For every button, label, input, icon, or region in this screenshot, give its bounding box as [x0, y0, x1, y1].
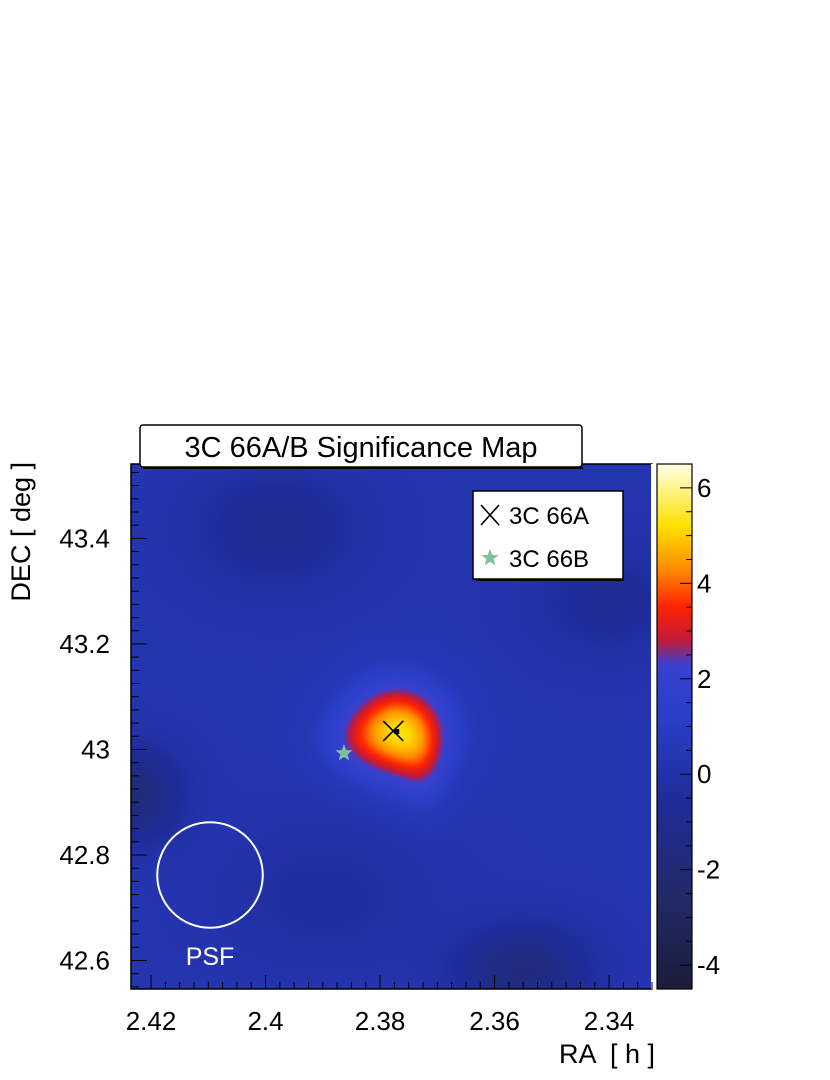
x-tick-label: 2.38 — [355, 1006, 406, 1036]
x-axis: 2.42 2.4 2.38 2.36 2.34 — [126, 975, 653, 1036]
legend: 3C 66A 3C 66B — [472, 490, 624, 581]
x-tick-label: 2.4 — [247, 1006, 283, 1036]
x-tick-label: 2.34 — [584, 1006, 635, 1036]
colorbar-tick-label: 0 — [697, 759, 711, 789]
title-box: 3C 66A/B Significance Map — [139, 424, 583, 469]
y-tick-label: 43.2 — [59, 629, 110, 659]
psf-indicator: PSF — [156, 821, 264, 971]
psf-circle — [156, 821, 264, 929]
colorbar-tick-label: 6 — [697, 473, 711, 503]
y-axis: 42.6 42.8 43 43.2 43.4 — [59, 471, 147, 988]
colorbar: -4 -2 0 2 4 6 — [656, 463, 720, 990]
legend-x-icon — [480, 504, 500, 526]
marker-3c66b — [335, 744, 353, 761]
y-tick-label: 43.4 — [59, 523, 110, 553]
colorbar-tick-label: 4 — [697, 568, 711, 598]
colorbar-ticks: -4 -2 0 2 4 6 — [680, 463, 720, 990]
y-axis-title: DEC [ deg ] — [6, 462, 36, 602]
legend-label-3c66b: 3C 66B — [509, 546, 589, 573]
y-tick-label: 42.8 — [59, 840, 110, 870]
plot-right-edge — [651, 464, 654, 989]
x-tick-label: 2.36 — [469, 1006, 520, 1036]
colorbar-tick-label: -4 — [697, 950, 720, 980]
marker-3c66a — [382, 720, 404, 742]
legend-label-3c66a: 3C 66A — [509, 503, 589, 530]
y-tick-label: 42.6 — [59, 946, 110, 976]
markers-layer — [335, 720, 404, 761]
psf-label: PSF — [186, 943, 235, 971]
colorbar-tick-label: 2 — [697, 664, 711, 694]
x-tick-label: 2.42 — [126, 1006, 177, 1036]
x-axis-title: RA [ h ] — [559, 1039, 655, 1069]
colorbar-tick-label: -2 — [697, 855, 720, 885]
legend-star-icon — [481, 549, 499, 566]
chart-title: 3C 66A/B Significance Map — [184, 432, 537, 464]
y-tick-label: 43 — [81, 734, 110, 764]
